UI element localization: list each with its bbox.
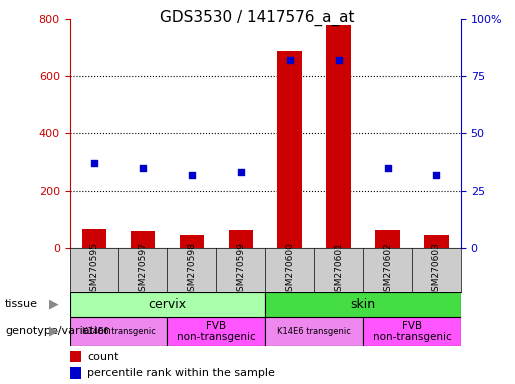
Text: GSM270601: GSM270601 [334, 242, 343, 297]
Text: cervix: cervix [148, 298, 186, 311]
Point [383, 165, 391, 171]
Text: GSM270598: GSM270598 [187, 242, 196, 297]
Text: GDS3530 / 1417576_a_at: GDS3530 / 1417576_a_at [160, 10, 355, 26]
Bar [180, 235, 204, 248]
Bar [424, 235, 449, 248]
Bar [70, 351, 81, 362]
Bar [131, 230, 155, 248]
Text: ▶: ▶ [49, 298, 59, 311]
Bar [70, 292, 265, 317]
Bar [167, 317, 265, 346]
Text: GSM270599: GSM270599 [236, 242, 245, 297]
Text: ▶: ▶ [49, 325, 59, 338]
Bar [229, 230, 253, 248]
Text: count: count [87, 352, 118, 362]
Text: percentile rank within the sample: percentile rank within the sample [87, 368, 275, 378]
Text: GSM270595: GSM270595 [90, 242, 98, 297]
Point [187, 172, 196, 178]
Bar [375, 230, 400, 248]
Text: K14E6 transgenic: K14E6 transgenic [81, 327, 156, 336]
Bar [278, 51, 302, 248]
Text: K14E6 transgenic: K14E6 transgenic [277, 327, 351, 336]
Text: GSM270603: GSM270603 [432, 242, 441, 297]
Point [432, 172, 440, 178]
Text: skin: skin [351, 298, 375, 311]
Text: GSM270602: GSM270602 [383, 242, 392, 297]
Text: genotype/variation: genotype/variation [5, 326, 111, 336]
Text: FVB
non-transgenic: FVB non-transgenic [373, 321, 451, 342]
Point [236, 169, 245, 175]
Bar [82, 229, 106, 248]
Point [139, 165, 147, 171]
Text: tissue: tissue [5, 299, 38, 310]
Bar [265, 292, 461, 317]
Bar [327, 25, 351, 248]
Bar [363, 317, 461, 346]
Text: FVB
non-transgenic: FVB non-transgenic [177, 321, 255, 342]
Bar [265, 317, 363, 346]
Text: GSM270597: GSM270597 [139, 242, 147, 297]
Point [90, 160, 98, 166]
Point [335, 57, 343, 63]
Point [285, 57, 294, 63]
Text: GSM270600: GSM270600 [285, 242, 294, 297]
Bar [70, 317, 167, 346]
Bar [70, 367, 81, 379]
